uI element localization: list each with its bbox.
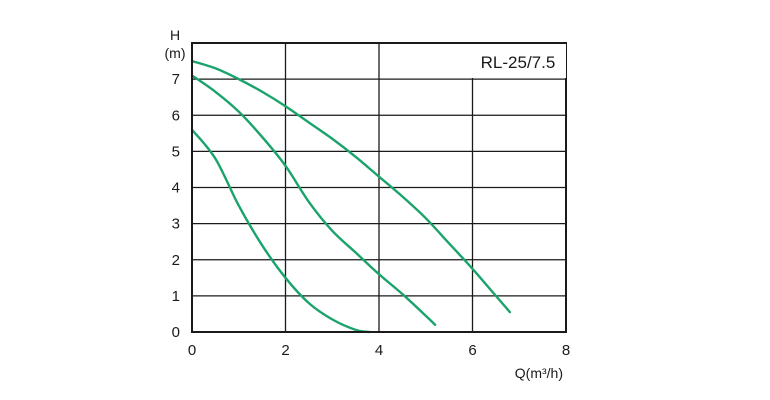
- curve-1: [190, 128, 371, 334]
- x-tick-label: 0: [188, 342, 196, 359]
- x-axis-label: Q(m³/h): [515, 365, 563, 381]
- plot-frame: [191, 42, 567, 333]
- y-tick-label: 5: [172, 143, 180, 160]
- y-tick-labels: 0 1 2 3 4 5 6 7: [172, 71, 180, 341]
- model-label: RL-25/7.5: [481, 53, 556, 72]
- grid-lines: [192, 43, 566, 332]
- x-tick-label: 2: [281, 342, 289, 359]
- curve-2: [190, 74, 437, 326]
- y-axis-unit: (m): [165, 45, 186, 61]
- x-tick-label: 6: [468, 342, 476, 359]
- y-tick-label: 2: [172, 252, 180, 269]
- y-tick-label: 3: [172, 216, 180, 233]
- curve-group: [190, 59, 512, 334]
- y-tick-label: 1: [172, 288, 180, 305]
- y-axis-label: H: [170, 27, 180, 43]
- y-tick-label: 4: [172, 180, 180, 197]
- x-tick-label: 8: [562, 342, 570, 359]
- y-tick-label: 6: [172, 107, 180, 124]
- model-label-box: [471, 44, 566, 78]
- x-tick-labels: 0 2 4 6 8: [188, 342, 570, 359]
- y-tick-label: 0: [172, 324, 180, 341]
- x-tick-label: 4: [375, 342, 383, 359]
- curve-3: [190, 59, 512, 314]
- y-tick-label: 7: [172, 71, 180, 88]
